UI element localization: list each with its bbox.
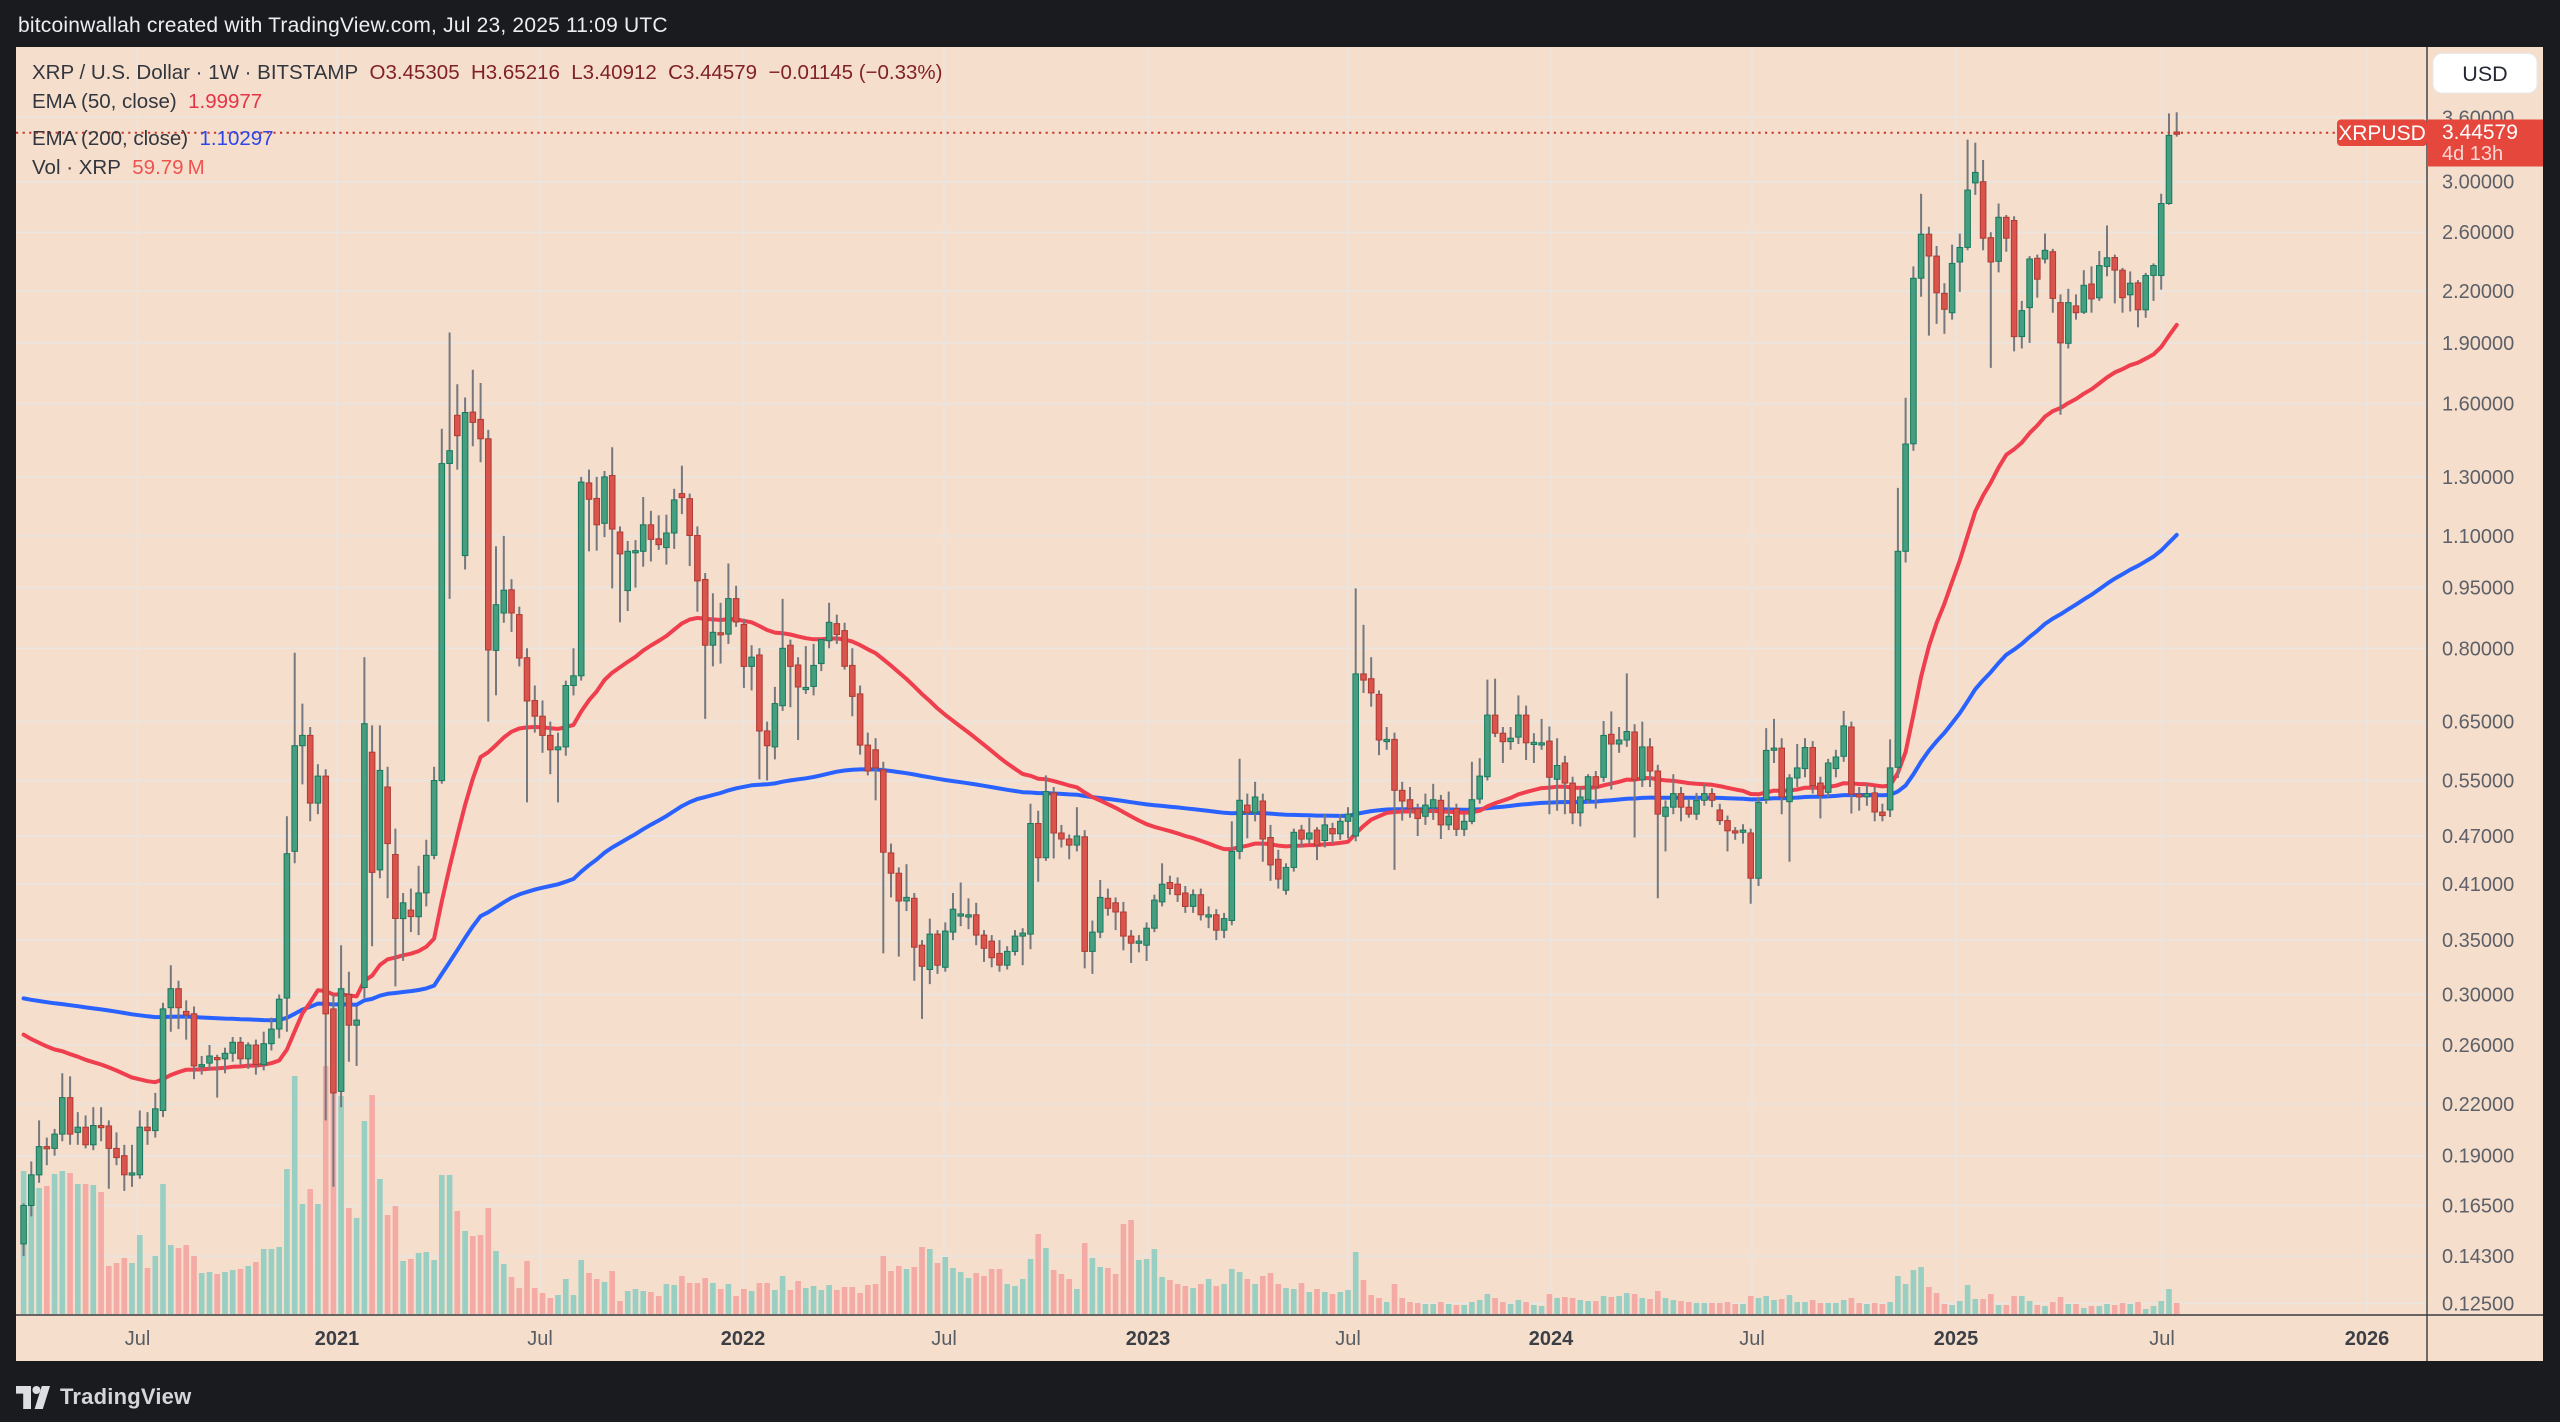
svg-text:0.26000: 0.26000 xyxy=(2442,1035,2514,1057)
svg-text:2026: 2026 xyxy=(2345,1328,2390,1350)
svg-text:Jul: Jul xyxy=(1739,1328,1765,1350)
svg-text:2022: 2022 xyxy=(721,1328,766,1350)
svg-text:0.80000: 0.80000 xyxy=(2442,638,2514,660)
svg-text:Jul: Jul xyxy=(125,1328,151,1350)
svg-text:4d 13h: 4d 13h xyxy=(2442,143,2503,165)
svg-text:2023: 2023 xyxy=(1126,1328,1171,1350)
svg-text:0.30000: 0.30000 xyxy=(2442,985,2514,1007)
svg-text:0.65000: 0.65000 xyxy=(2442,712,2514,734)
svg-text:USD: USD xyxy=(2462,62,2507,86)
svg-text:0.16500: 0.16500 xyxy=(2442,1196,2514,1218)
svg-text:Jul: Jul xyxy=(527,1328,553,1350)
svg-text:0.14300: 0.14300 xyxy=(2442,1246,2514,1268)
svg-text:XRPUSD: XRPUSD xyxy=(2338,122,2426,145)
svg-text:2.60000: 2.60000 xyxy=(2442,222,2514,244)
svg-text:1.30000: 1.30000 xyxy=(2442,467,2514,489)
svg-text:1.10000: 1.10000 xyxy=(2442,526,2514,548)
svg-text:1.90000: 1.90000 xyxy=(2442,333,2514,355)
svg-text:2021: 2021 xyxy=(315,1328,360,1350)
svg-text:0.41000: 0.41000 xyxy=(2442,874,2514,896)
svg-text:Jul: Jul xyxy=(1335,1328,1361,1350)
svg-text:0.55000: 0.55000 xyxy=(2442,771,2514,793)
svg-text:3.00000: 3.00000 xyxy=(2442,172,2514,194)
svg-text:0.12500: 0.12500 xyxy=(2442,1294,2514,1316)
svg-text:1.60000: 1.60000 xyxy=(2442,394,2514,416)
svg-text:0.19000: 0.19000 xyxy=(2442,1146,2514,1168)
svg-text:Jul: Jul xyxy=(931,1328,957,1350)
svg-text:2025: 2025 xyxy=(1934,1328,1979,1350)
svg-text:0.22000: 0.22000 xyxy=(2442,1094,2514,1116)
svg-text:2.20000: 2.20000 xyxy=(2442,281,2514,303)
svg-text:3.44579: 3.44579 xyxy=(2442,121,2518,144)
svg-text:0.47000: 0.47000 xyxy=(2442,826,2514,848)
svg-text:0.95000: 0.95000 xyxy=(2442,578,2514,600)
svg-text:Jul: Jul xyxy=(2149,1328,2175,1350)
svg-text:0.35000: 0.35000 xyxy=(2442,930,2514,952)
svg-text:2024: 2024 xyxy=(1529,1328,1574,1350)
